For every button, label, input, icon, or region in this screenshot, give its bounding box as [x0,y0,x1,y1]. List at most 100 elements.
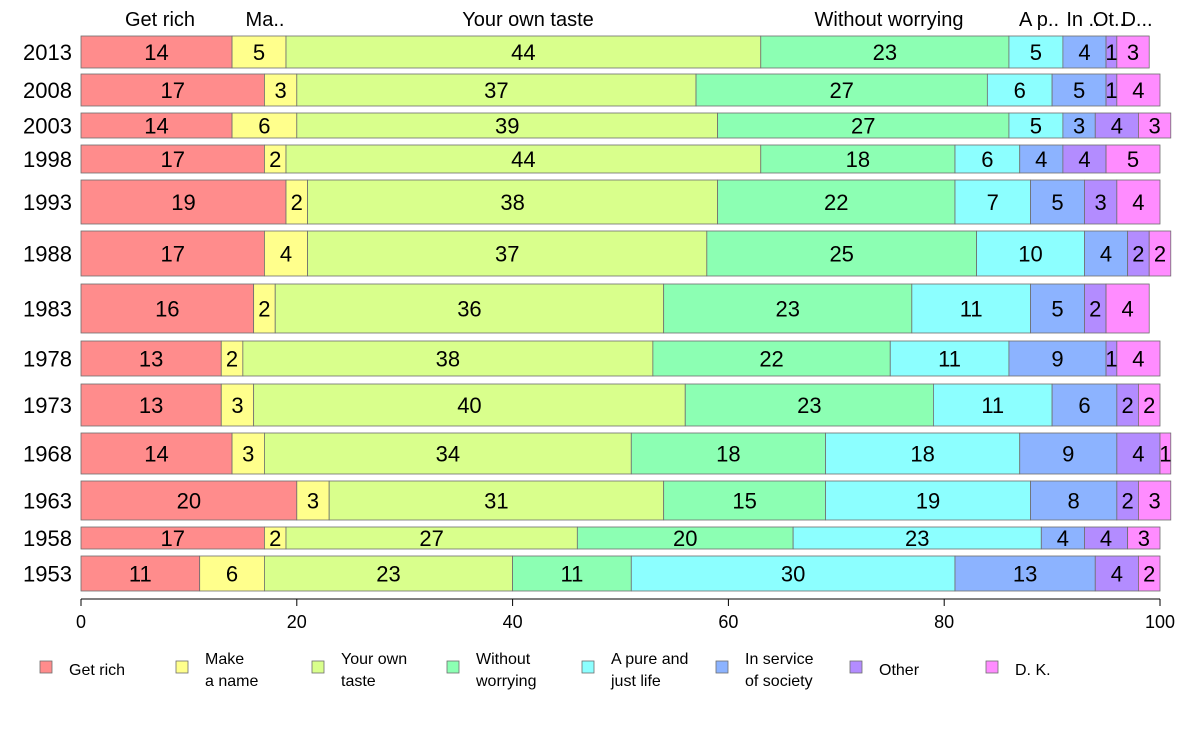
bar-value-label: 17 [160,242,184,267]
x-tick-label: 80 [934,612,954,632]
bar-segment [1008,340,1107,377]
bar-segment [1094,555,1139,592]
bar-segment [80,144,265,174]
bar-segment [80,230,265,277]
bar-value-label: 27 [829,78,853,103]
top-category-label: Without worrying [815,9,964,31]
bar-value-label: 2 [1143,393,1155,418]
bar-value-label: 19 [171,190,195,215]
legend-swatch [446,660,460,674]
bar-row: 17 2 44 18 6 4 4 5 [80,144,1161,174]
bar-value-label: 13 [1013,562,1037,587]
bar-value-label: 3 [274,78,286,103]
legend-item: In service of society [715,651,814,690]
bar-value-label: 4 [1100,242,1112,267]
bar-segment [976,230,1085,277]
bar-segment [80,340,222,377]
bar-segment [663,480,826,521]
bar-segment [630,432,826,475]
bar-row: 13 3 40 23 11 6 2 2 [80,383,1161,427]
legend-item: Get rich [39,660,125,679]
bar-segment [274,283,665,334]
bar-segment [328,480,665,521]
bar-value-label: 4 [1132,190,1144,215]
bar-value-label: 22 [759,347,783,372]
bar-value-label: 44 [511,147,535,172]
legend-item: D. K. [985,660,1051,679]
bar-value-label: 3 [1148,489,1160,514]
y-tick-label: 1993 [23,190,72,215]
bar-value-label: 2 [1132,242,1144,267]
bar-value-label: 15 [732,489,756,514]
bar-value-label: 23 [376,562,400,587]
bar-segment [1030,179,1085,225]
legend-label-line2: of society [745,673,813,690]
y-tick-label: 1953 [23,562,72,587]
legend-item: Other [849,660,920,679]
bar-value-label: 27 [851,114,875,139]
bar-value-label: 1 [1105,78,1117,103]
bar-segment [1008,35,1064,69]
legend-label-line1: Make [205,651,244,668]
bar-value-label: 4 [1100,526,1112,551]
bar-segment [1138,383,1161,427]
bar-value-label: 6 [258,114,270,139]
bar-value-label: 7 [987,190,999,215]
bar-value-label: 23 [873,40,897,65]
top-category-label: Ot.. [1093,9,1125,31]
y-tick-label: 1978 [23,347,72,372]
legend-label-line2: taste [341,673,376,690]
bar-value-label: 14 [144,114,168,139]
bar-segment [986,73,1053,107]
legend-item: Your own taste [311,651,407,690]
bar-segment [80,179,287,225]
bar-segment [1116,179,1161,225]
bar-segment [307,179,719,225]
bar-value-label: 2 [269,147,281,172]
bar-segment [264,230,308,277]
bar-segment [242,340,654,377]
bar-value-label: 2 [291,190,303,215]
bar-value-label: 5 [1051,190,1063,215]
bar-value-label: 2 [1122,393,1134,418]
bar-row: 14 3 34 18 18 9 4 1 [80,432,1172,475]
bar-value-label: 18 [846,147,870,172]
y-tick-label: 2013 [23,40,72,65]
bar-value-label: 4 [1132,347,1144,372]
bar-value-label: 2 [226,347,238,372]
bar-value-label: 9 [1062,442,1074,467]
bar-segment [80,112,233,139]
bar-segment [231,35,287,69]
bar-segment [1084,230,1129,277]
bar-row: 14 6 39 27 5 3 4 3 [80,112,1172,139]
bar-value-label: 2 [258,297,270,322]
top-category-label: Ma.. [246,9,285,31]
bar-segment [1030,283,1085,334]
bar-value-label: 16 [155,297,179,322]
bar-value-label: 1 [1159,442,1171,467]
bar-segment [954,555,1096,592]
bar-value-label: 4 [1111,114,1123,139]
bar-value-label: 20 [177,489,201,514]
bar-row: 13 2 38 22 11 9 1 4 [80,340,1161,377]
bar-value-label: 17 [160,147,184,172]
bar-value-label: 5 [1051,297,1063,322]
bar-segment [760,144,956,174]
bar-segment [911,283,1031,334]
bar-segment [1105,144,1161,174]
bar-segment [1019,144,1064,174]
bar-segment [889,340,1010,377]
bar-segment [512,555,632,592]
bar-value-label: 3 [1138,526,1150,551]
bars: 14 5 44 23 5 4 1 317 3 37 27 6 5 1 414 6 39 27 5 3 4 317 2 44 18… [80,35,1172,592]
legend-swatch [311,660,325,674]
bar-segment [825,432,1021,475]
bar-segment [231,432,265,475]
top-category-labels: Get rich Ma.. Your own taste Without worryi… [125,9,1153,31]
bar-value-label: 4 [1057,526,1069,551]
legend-swatch [581,660,595,674]
bar-value-label: 11 [960,297,983,322]
bar-value-label: 9 [1051,347,1063,372]
bar-segment [1062,112,1096,139]
